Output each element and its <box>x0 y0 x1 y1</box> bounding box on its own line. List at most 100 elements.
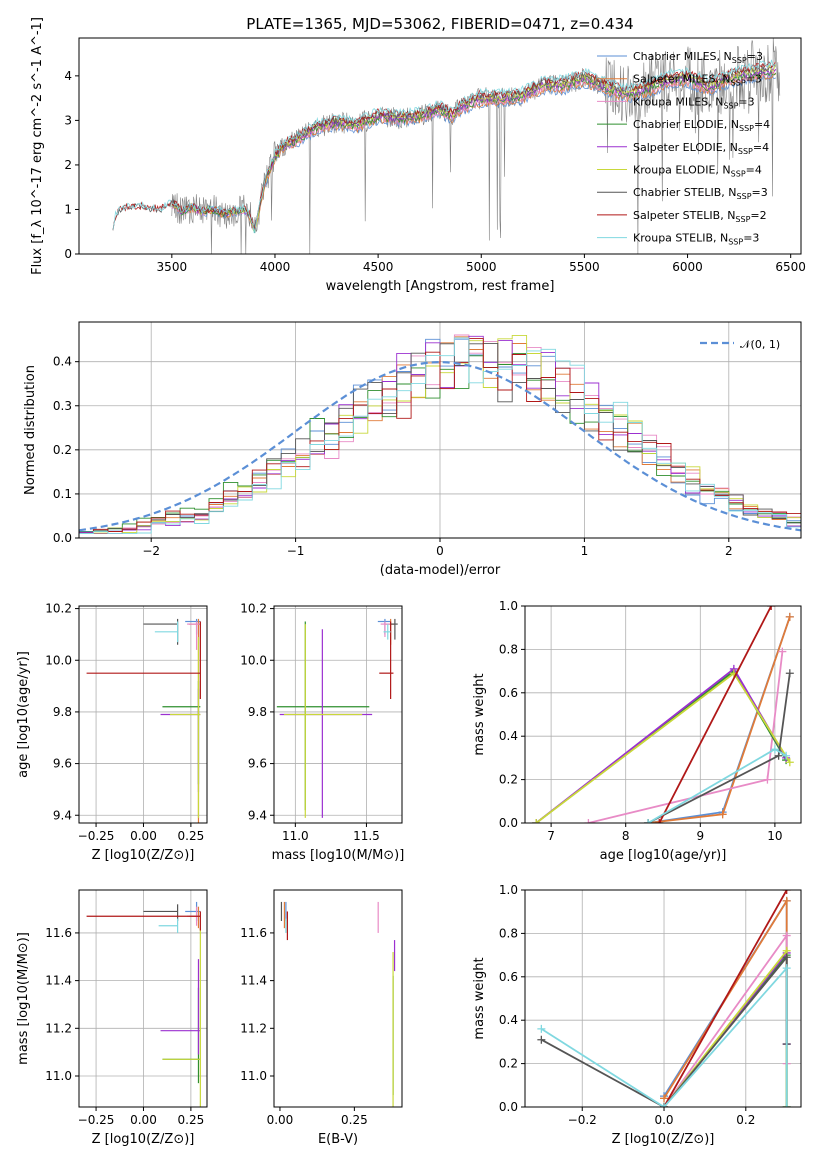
x-tick-label: −2 <box>142 544 160 558</box>
legend-entry: Chabrier ELODIE, NSSP=4 <box>633 118 770 133</box>
legend-entry: 𝒩(0, 1) <box>740 338 780 351</box>
legend-entry: Chabrier STELIB, NSSP=3 <box>633 186 768 201</box>
axes-frame <box>78 37 802 255</box>
plot-area <box>525 890 801 1107</box>
legend-entry: Kroupa ELODIE, NSSP=4 <box>633 164 762 179</box>
weight-marker <box>774 751 783 760</box>
weight-marker <box>782 953 791 962</box>
x-tick-label: −0.25 <box>78 829 115 843</box>
axes-frame <box>524 605 802 824</box>
weight-marker <box>785 669 794 678</box>
panel-age-vs-Z: −0.25 0.00 0.25 9.4 9.6 9.8 10.0 10.2 Z [log10(Z… <box>16 602 208 863</box>
y-tick-label: 9.6 <box>53 757 72 771</box>
legend: 𝒩(0, 1) <box>700 338 780 351</box>
weight-marker <box>785 612 794 621</box>
axes: 11.0 11.5 9.4 9.6 9.8 10.0 10.2 mass [log10(M/M… <box>240 602 404 863</box>
y-tick-label: 0.4 <box>499 729 518 743</box>
x-axis-label: (data-model)/error <box>380 563 501 578</box>
x-axis-label: E(B-V) <box>318 1132 358 1147</box>
x-tick-label: −0.2 <box>568 1113 597 1127</box>
x-tick-label: 4500 <box>363 260 394 274</box>
legend-entry: Kroupa MILES, NSSP=3 <box>633 95 755 110</box>
plot-area <box>274 606 402 823</box>
y-tick-label: 0.4 <box>499 1013 518 1027</box>
plot-area <box>280 901 396 1107</box>
weight-marker <box>644 819 653 823</box>
weight-marker <box>770 745 779 754</box>
normal-curve <box>79 360 801 532</box>
x-tick-label: 9 <box>696 829 704 843</box>
axes: −0.2 0.0 0.2 0.0 0.2 0.4 0.6 0.8 1.0 Z [log10(Z/Z… <box>472 883 802 1147</box>
x-tick-label: 11.0 <box>282 829 309 843</box>
weight-line-2 <box>588 651 784 823</box>
panel-residuals: −2 −1 0 1 2 0.0 0.1 0.2 0.3 0.4 (data-model)/error… <box>23 321 802 578</box>
y-tick-label: 0.2 <box>499 1057 518 1071</box>
axes-frame <box>524 889 802 1108</box>
weight-line-6 <box>647 673 791 823</box>
weight-marker <box>767 606 776 610</box>
weight-marker <box>763 775 772 784</box>
plot-area <box>79 606 207 823</box>
x-axis-label: mass [log10(M/M⊙)] <box>272 848 405 863</box>
legend-entry: Chabrier MILES, NSSP=3 <box>633 50 763 65</box>
plot-area <box>112 38 781 254</box>
panel-mass-vs-ebv: 0.00 0.25 11.0 11.2 11.4 11.6 E(B-V) <box>240 889 403 1147</box>
x-tick-label: 0.00 <box>130 1113 157 1127</box>
x-tick-label: 6500 <box>775 260 806 274</box>
axes: 3500 4000 4500 5000 5500 6000 6500 0 1 2 3 4 wavelen… <box>30 17 806 294</box>
weight-marker <box>584 819 593 823</box>
y-axis-label: age [log10(age/yr)] <box>16 651 31 778</box>
y-tick-label: 11.4 <box>240 974 267 988</box>
x-tick-label: 8 <box>622 829 630 843</box>
y-axis-label: Flux [f_λ 10^-17 erg cm^-2 s^-1 A^-1] <box>30 17 45 275</box>
x-tick-label: 0.25 <box>178 829 205 843</box>
y-tick-label: 1.0 <box>499 883 518 897</box>
x-tick-label: 10 <box>767 829 782 843</box>
axes-frame <box>78 889 208 1108</box>
y-tick-label: 11.2 <box>240 1021 267 1035</box>
legend-entry: Kroupa STELIB, NSSP=3 <box>633 232 759 247</box>
weight-line-7 <box>658 606 772 823</box>
y-tick-label: 11.0 <box>240 1069 267 1083</box>
x-tick-label: 6000 <box>672 260 703 274</box>
y-tick-label: 10.0 <box>240 653 267 667</box>
weight-marker <box>782 931 791 940</box>
weight-line-7 <box>663 890 788 1107</box>
panel-spectrum: 3500 4000 4500 5000 5500 6000 6500 0 1 2 3 4 wavelen… <box>30 17 806 294</box>
x-tick-label: 7 <box>547 829 555 843</box>
y-tick-label: 0.8 <box>499 642 518 656</box>
plot-area <box>79 322 801 538</box>
x-tick-label: −0.25 <box>78 1113 115 1127</box>
y-tick-label: 0 <box>64 247 72 261</box>
y-tick-label: 1.0 <box>499 599 518 613</box>
weight-marker <box>778 647 787 656</box>
x-tick-label: 0.00 <box>130 829 157 843</box>
x-tick-label: 4000 <box>260 260 291 274</box>
x-tick-label: 0 <box>436 544 444 558</box>
weight-marker <box>782 1103 791 1107</box>
y-axis-label: mass weight <box>472 673 487 755</box>
y-tick-label: 11.2 <box>45 1021 72 1035</box>
y-tick-label: 0.6 <box>499 970 518 984</box>
y-tick-label: 0.4 <box>53 355 72 369</box>
x-tick-label: 5500 <box>569 260 600 274</box>
x-tick-label: 0.00 <box>267 1113 294 1127</box>
y-tick-label: 10.2 <box>240 602 267 616</box>
y-tick-label: 0.2 <box>53 443 72 457</box>
weight-marker <box>785 758 794 767</box>
y-tick-label: 4 <box>64 69 72 83</box>
weight-marker <box>532 819 541 823</box>
weight-marker <box>660 1094 669 1103</box>
panel-mass-vs-Z: −0.25 0.00 0.25 11.0 11.2 11.4 11.6 Z [log10(Z/… <box>16 889 208 1147</box>
weight-marker <box>655 819 664 823</box>
weight-marker <box>782 964 791 973</box>
y-tick-label: 0.0 <box>499 816 518 830</box>
x-tick-label: 2 <box>725 544 733 558</box>
y-tick-label: 11.6 <box>45 926 72 940</box>
axes: 0.00 0.25 11.0 11.2 11.4 11.6 E(B-V) <box>240 889 403 1147</box>
weight-marker <box>537 1024 546 1033</box>
y-tick-label: 9.4 <box>53 808 72 822</box>
plot-area <box>79 890 207 1107</box>
weight-marker <box>660 1103 669 1107</box>
